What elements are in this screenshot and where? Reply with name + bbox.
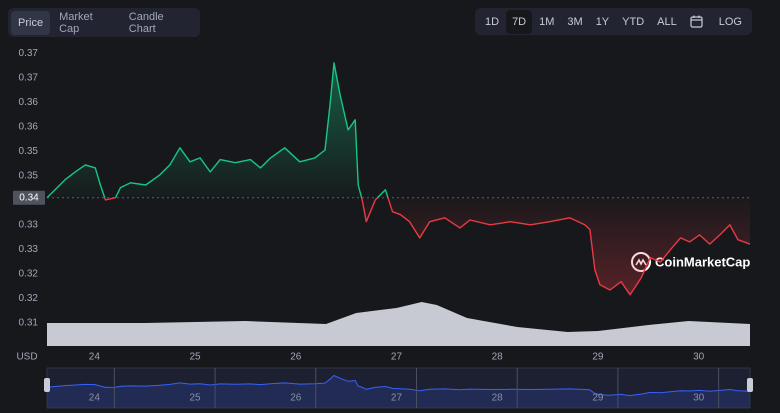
- x-tick-label: 30: [693, 352, 705, 363]
- current-price-label: 0.34: [19, 192, 39, 203]
- y-tick-label: 0.33: [19, 219, 39, 230]
- current-price-box: [13, 190, 45, 205]
- navigator-handle[interactable]: [747, 378, 753, 392]
- tab[interactable]: Price: [11, 10, 51, 35]
- navigator-tick-label: 29: [592, 393, 604, 404]
- price-line: [46, 62, 751, 296]
- tab[interactable]: Market Cap: [59, 10, 93, 35]
- range-buttons: 1D 7D 1M 3M 1Y YTD ALL LOG: [475, 8, 752, 35]
- range-button[interactable]: 1D: [485, 15, 500, 28]
- x-tick-label: 26: [290, 352, 302, 363]
- range-button[interactable]: 1M: [539, 15, 555, 28]
- x-tick-label: 28: [492, 352, 504, 363]
- y-tick-label: 0.33: [19, 244, 39, 255]
- chart-type-tabs: Price Market Cap Candle Chart: [8, 8, 200, 37]
- navigator-handle[interactable]: [44, 378, 50, 392]
- calendar-icon: [690, 15, 703, 28]
- y-tick-label: 0.35: [19, 170, 39, 181]
- y-tick-label: 0.36: [19, 97, 39, 108]
- navigator-tick-label: 24: [89, 393, 101, 404]
- tab[interactable]: Candle Chart: [128, 10, 164, 35]
- area-fill: [47, 62, 750, 295]
- range-button[interactable]: 7D: [506, 9, 533, 34]
- y-tick-label: 0.32: [19, 268, 39, 279]
- navigator-area: [47, 375, 750, 408]
- navigator-line: [46, 374, 751, 397]
- navigator-tick-label: 25: [189, 393, 201, 404]
- y-tick-label: 0.36: [19, 121, 39, 132]
- x-tick-label: 29: [592, 352, 604, 363]
- log-button[interactable]: LOG: [718, 15, 742, 28]
- y-axis-label: USD: [16, 352, 37, 363]
- navigator-tick-label: 27: [391, 393, 403, 404]
- navigator-tick-label: 30: [693, 393, 705, 404]
- y-tick-label: 0.35: [19, 146, 39, 157]
- watermark-text: CoinMarketCap: [655, 254, 750, 269]
- navigator-tick-label: 28: [492, 393, 504, 404]
- range-button[interactable]: ALL: [657, 15, 677, 28]
- y-tick-label: 0.37: [19, 48, 39, 59]
- navigator-tick-label: 26: [290, 393, 302, 404]
- x-tick-label: 25: [189, 352, 201, 363]
- range-button[interactable]: 1Y: [595, 15, 610, 28]
- volume-area: [47, 302, 750, 346]
- y-tick-label: 0.31: [19, 317, 39, 328]
- calendar-button[interactable]: [684, 15, 710, 28]
- y-tick-label: 0.37: [19, 72, 39, 83]
- x-tick-label: 27: [391, 352, 403, 363]
- range-button[interactable]: 3M: [567, 15, 583, 28]
- navigator-frame: [46, 367, 751, 409]
- range-button[interactable]: YTD: [622, 15, 645, 28]
- y-tick-label: 0.32: [19, 293, 39, 304]
- x-tick-label: 24: [89, 352, 101, 363]
